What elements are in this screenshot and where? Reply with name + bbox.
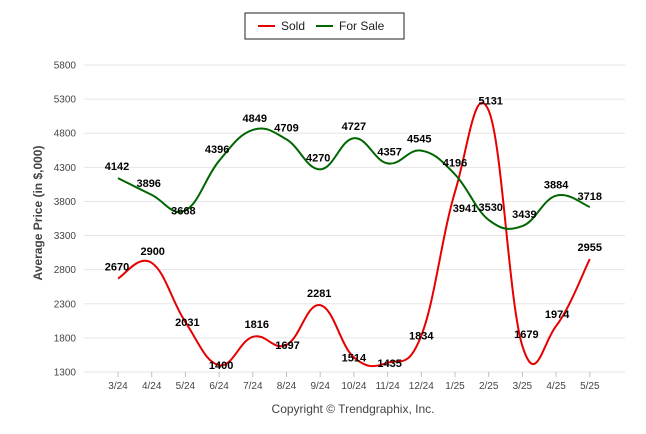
data-label: 2281	[307, 288, 331, 300]
data-label: 1697	[275, 340, 299, 352]
data-label: 1816	[245, 319, 269, 331]
x-axis: 3/24 4/24 5/24 6/24 7/24 8/24 9/24 10/24 11/24 12…	[108, 372, 600, 392]
y-tick-label: 1800	[54, 333, 77, 344]
x-tick-label: 6/24	[209, 381, 229, 392]
legend-label: For Sale	[339, 19, 385, 33]
data-label: 1974	[545, 309, 570, 321]
y-axis: 1300 1800 2300 2800 3300 3800 4300 4800 5300 5800	[54, 61, 77, 379]
data-label: 4357	[377, 146, 401, 158]
x-tick-label: 8/24	[277, 381, 297, 392]
y-axis-title: Average Price (in $,000)	[31, 146, 45, 281]
data-label: 1435	[377, 358, 401, 370]
data-label: 1679	[514, 329, 538, 341]
x-tick-label: 3/24	[108, 381, 128, 392]
x-tick-label: 2/25	[479, 381, 499, 392]
data-labels: 2670 2900 2031 1400 1816 1697 2281 1514 1435 1834…	[105, 96, 602, 373]
data-label: 1834	[409, 331, 434, 343]
data-label: 2955	[578, 242, 602, 254]
grid	[84, 64, 625, 373]
data-label: 4196	[443, 157, 467, 169]
x-tick-label: 5/24	[176, 381, 196, 392]
y-tick-label: 5300	[54, 95, 77, 106]
series-line-for-sale	[117, 127, 591, 230]
data-label: 3530	[478, 202, 502, 214]
copyright-text: Copyright © Trendgraphix, Inc.	[272, 402, 435, 416]
y-tick-label: 4300	[54, 163, 77, 174]
data-label: 3896	[136, 178, 160, 190]
x-tick-label: 3/25	[513, 381, 533, 392]
data-label: 4270	[306, 152, 330, 164]
x-tick-label: 1/25	[445, 381, 465, 392]
x-tick-label: 5/25	[580, 381, 600, 392]
data-label: 4849	[243, 113, 267, 125]
data-label: 3884	[544, 180, 569, 192]
y-tick-label: 1300	[54, 368, 77, 379]
data-label: 5131	[478, 96, 502, 108]
data-label: 4142	[105, 161, 129, 173]
data-label: 4709	[274, 122, 298, 134]
data-label: 4396	[205, 144, 229, 156]
data-label: 2031	[175, 317, 199, 329]
x-tick-label: 10/24	[341, 381, 366, 392]
data-label: 2900	[140, 246, 164, 258]
data-label: 2670	[105, 262, 129, 274]
y-tick-label: 2800	[54, 265, 77, 276]
data-label: 4545	[407, 134, 431, 146]
x-tick-label: 4/25	[546, 381, 566, 392]
legend: Sold For Sale	[244, 12, 405, 40]
y-tick-label: 5800	[54, 61, 77, 72]
y-tick-label: 3300	[54, 231, 77, 242]
x-tick-label: 9/24	[310, 381, 330, 392]
x-tick-label: 11/24	[375, 381, 400, 392]
data-label: 1514	[342, 352, 367, 364]
data-label: 3941	[453, 203, 477, 215]
data-label: 3718	[578, 191, 602, 203]
data-label: 1400	[209, 360, 233, 372]
y-tick-label: 2300	[54, 299, 77, 310]
data-label: 3439	[512, 209, 536, 221]
series-line-sold	[117, 101, 591, 368]
x-tick-label: 7/24	[243, 381, 263, 392]
data-label: 4727	[342, 121, 366, 133]
x-tick-label: 4/24	[142, 381, 162, 392]
legend-label: Sold	[281, 19, 305, 33]
data-label: 3668	[171, 205, 195, 217]
y-tick-label: 3800	[54, 197, 77, 208]
y-tick-label: 4800	[54, 129, 77, 140]
x-tick-label: 12/24	[409, 381, 434, 392]
series-lines	[117, 101, 591, 368]
